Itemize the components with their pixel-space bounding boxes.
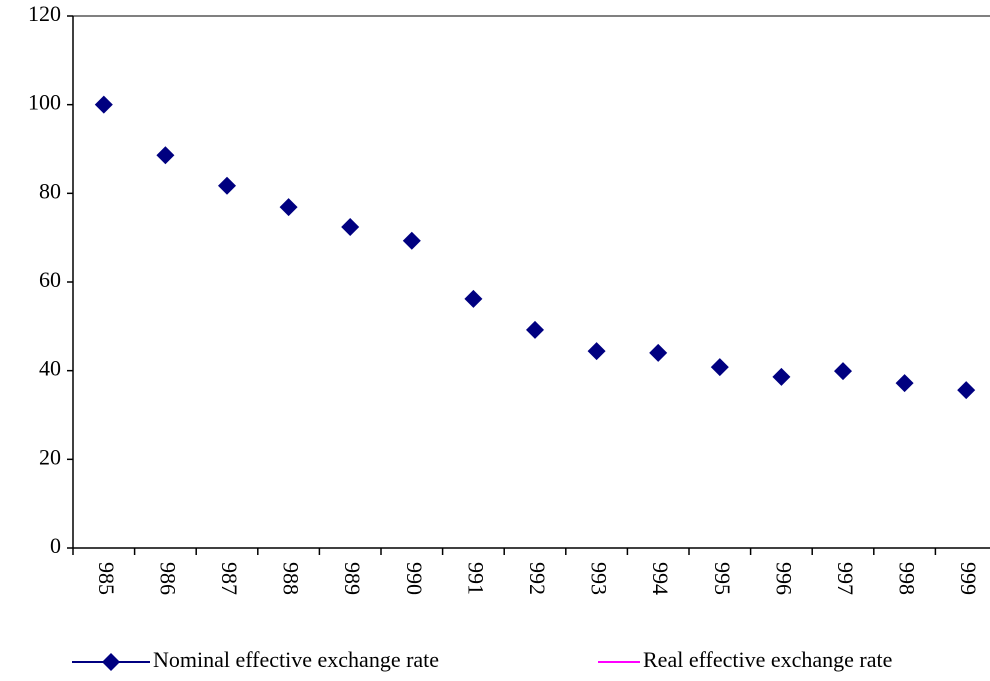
- legend-label: Nominal effective exchange rate: [153, 647, 439, 672]
- marker: [341, 218, 360, 237]
- x-tick-label: 996: [771, 562, 796, 595]
- marker: [156, 146, 175, 165]
- marker: [526, 320, 544, 339]
- x-tick-label: 994: [648, 562, 673, 595]
- x-tick-label: 988: [279, 562, 304, 595]
- marker: [464, 289, 483, 308]
- marker: [649, 343, 668, 362]
- marker: [895, 374, 914, 393]
- y-tick-label: 120: [28, 1, 61, 26]
- x-tick-label: 990: [402, 562, 427, 595]
- x-tick-label: 989: [340, 562, 365, 595]
- y-tick-label: 40: [39, 356, 61, 381]
- x-tick-label: 991: [463, 562, 488, 595]
- marker: [94, 95, 113, 114]
- x-tick-label: 999: [956, 562, 981, 595]
- y-tick-label: 100: [28, 90, 61, 115]
- x-tick-label: 987: [217, 562, 242, 595]
- x-tick-label: 995: [710, 562, 735, 595]
- y-tick-label: 20: [39, 444, 61, 469]
- marker: [957, 381, 976, 400]
- x-tick-label: 997: [833, 562, 858, 595]
- x-tick-label: 998: [895, 562, 920, 595]
- marker: [402, 231, 421, 250]
- x-tick-label: 985: [94, 562, 119, 595]
- marker: [834, 362, 852, 381]
- marker: [710, 358, 729, 377]
- legend-marker: [102, 653, 120, 671]
- marker: [279, 198, 298, 217]
- x-tick-label: 992: [525, 562, 550, 595]
- marker: [587, 342, 606, 361]
- y-tick-label: 0: [50, 533, 61, 558]
- legend-label: Real effective exchange rate: [643, 647, 892, 672]
- x-tick-label: 993: [587, 562, 612, 595]
- y-tick-label: 60: [39, 267, 61, 292]
- x-tick-label: 986: [155, 562, 180, 595]
- marker: [772, 367, 791, 386]
- marker: [218, 176, 236, 195]
- y-tick-label: 80: [39, 178, 61, 203]
